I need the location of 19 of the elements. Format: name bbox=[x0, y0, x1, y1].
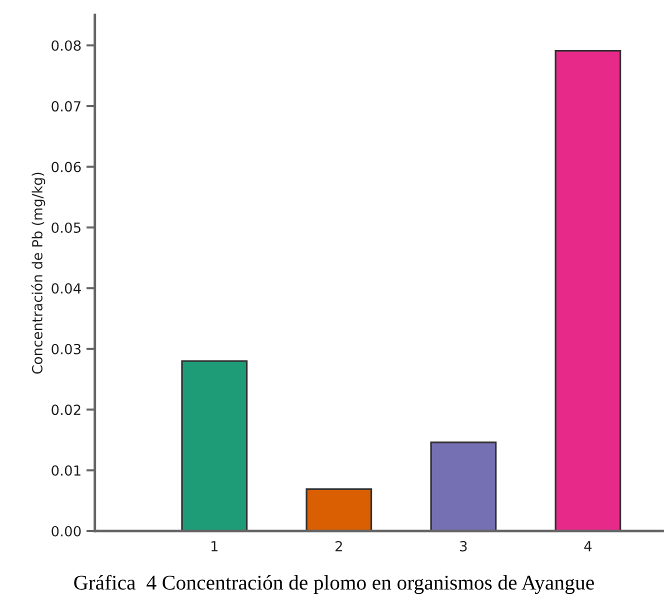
y-tick-label: 0.00 bbox=[52, 526, 81, 536]
x-tick-label: 1 bbox=[212, 541, 218, 552]
y-tick-label: 0.07 bbox=[52, 101, 80, 112]
bar bbox=[181, 360, 248, 531]
x-tick-label: 4 bbox=[584, 541, 592, 552]
y-tick-label: 0.05 bbox=[52, 222, 80, 233]
y-tick-label: 0.06 bbox=[52, 162, 81, 172]
y-tick-label: 0.02 bbox=[52, 404, 80, 416]
x-tick-label: 3 bbox=[460, 540, 467, 552]
y-tick-label: 0.08 bbox=[52, 40, 81, 51]
x-tick-label: 2 bbox=[336, 540, 342, 552]
text: Gráfica 4 Concentración de plomo en organismos de Ayangue bbox=[74, 574, 594, 594]
y-tick-label: 0.04 bbox=[52, 283, 81, 294]
bar bbox=[554, 50, 622, 531]
bar bbox=[430, 442, 497, 531]
y-axis-title: Concentración de Pb (mg/kg) bbox=[31, 172, 46, 374]
bar bbox=[306, 488, 372, 531]
y-tick-label: 0.01 bbox=[52, 465, 80, 476]
y-tick-label: 0.03 bbox=[52, 344, 81, 354]
